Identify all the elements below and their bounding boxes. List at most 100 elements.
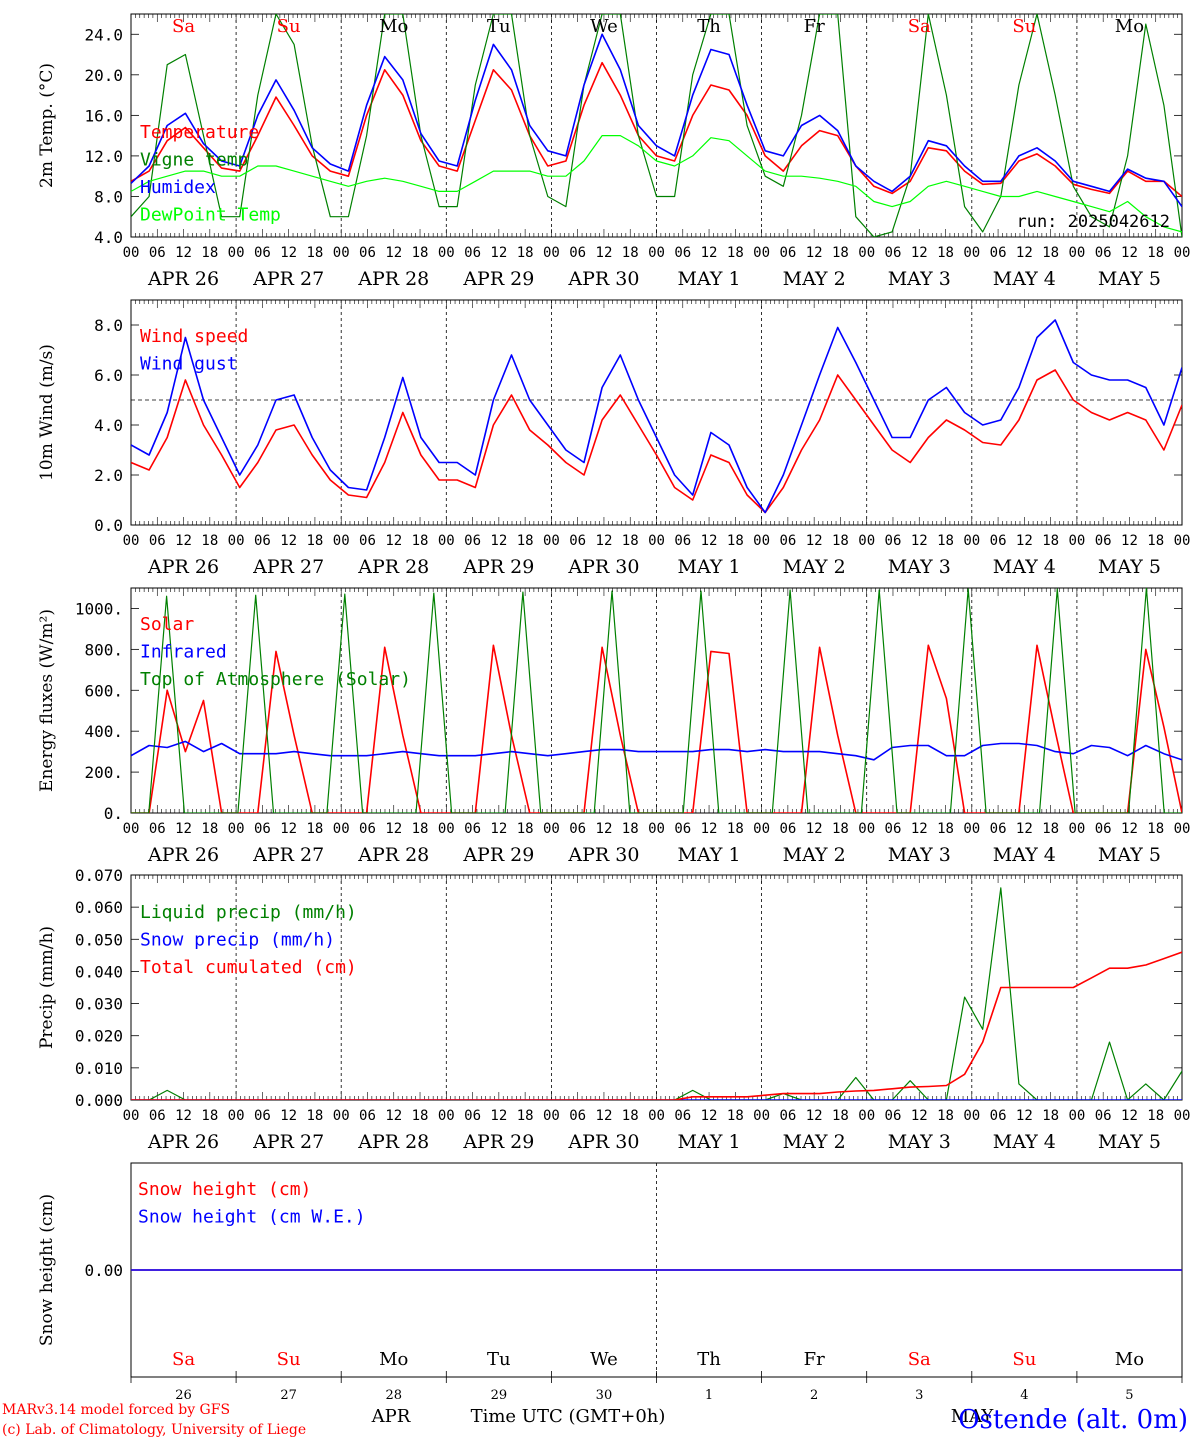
x-hour-label: 18	[832, 245, 849, 261]
x-hour-label: 00	[228, 1108, 245, 1124]
x-date-label: MAY 1	[678, 556, 741, 578]
x-hour-label: 00	[228, 533, 245, 549]
x-hour-label: 12	[596, 1108, 613, 1124]
x-date-label: APR 26	[147, 844, 219, 866]
series-line-humidex	[131, 33, 1182, 208]
x-hour-label: 12	[806, 821, 823, 837]
x-date-label: MAY 5	[1098, 1131, 1161, 1153]
x-hour-label: 06	[359, 533, 376, 549]
x-hour-label: 00	[753, 533, 770, 549]
x-hour-label: 06	[674, 1108, 691, 1124]
x-hour-label: 12	[701, 1108, 718, 1124]
x-hour-label: 18	[412, 821, 429, 837]
y-tick-label: 200.	[84, 763, 123, 782]
weekday-label: Sa	[908, 16, 931, 37]
x-hour-label: 12	[1121, 1108, 1138, 1124]
weekday-label: We	[590, 16, 618, 37]
x-hour-label: 00	[1174, 1108, 1191, 1124]
x-hour-label: 12	[911, 1108, 928, 1124]
x-hour-label: 12	[1016, 1108, 1033, 1124]
x-date-label: MAY 5	[1098, 556, 1161, 578]
x-date-label: APR 26	[147, 556, 219, 578]
x-hour-label: 18	[1042, 1108, 1059, 1124]
weekday-label: We	[590, 1349, 618, 1370]
x-hour-label: 00	[753, 245, 770, 261]
x-hour-label: 18	[727, 245, 744, 261]
weekday-label: Su	[1012, 1349, 1036, 1370]
x-hour-label: 18	[622, 821, 639, 837]
series-line-infrared	[131, 740, 1182, 761]
x-hour-label: 06	[569, 1108, 586, 1124]
x-hour-label: 06	[254, 245, 271, 261]
x-date-label: MAY 1	[678, 844, 741, 866]
x-hour-label: 18	[1042, 533, 1059, 549]
x-hour-label: 00	[963, 245, 980, 261]
x-date-label: APR 27	[252, 844, 324, 866]
y-axis-label: 10m Wind (m/s)	[37, 344, 57, 481]
x-hour-label: 12	[701, 533, 718, 549]
month-label-apr: APR	[371, 1406, 411, 1427]
x-hour-label: 12	[911, 245, 928, 261]
y-tick-label: 0.050	[75, 930, 123, 949]
x-date-label: APR 29	[462, 1131, 534, 1153]
weekday-label: Mo	[379, 16, 408, 37]
y-tick-label: 1000.	[75, 599, 123, 618]
x-hour-label: 18	[412, 533, 429, 549]
x-hour-label: 06	[569, 821, 586, 837]
weekday-label: Th	[697, 1349, 721, 1370]
time-axis-title: Time UTC (GMT+0h)	[471, 1406, 666, 1427]
x-hour-label: 18	[622, 533, 639, 549]
x-hour-label: 06	[1095, 245, 1112, 261]
series-line-vigne-temp	[131, 14, 1182, 237]
x-hour-label: 12	[175, 533, 192, 549]
x-hour-label: 06	[1095, 533, 1112, 549]
x-date-label: MAY 2	[783, 556, 846, 578]
x-hour-label: 18	[412, 1108, 429, 1124]
x-hour-label: 12	[175, 1108, 192, 1124]
x-date-label: MAY 3	[888, 556, 951, 578]
model-credit: MARv3.14 model forced by GFS	[2, 1402, 230, 1418]
x-hour-label: 00	[123, 533, 140, 549]
x-hour-label: 06	[779, 533, 796, 549]
series-line-dewpoint-temp	[131, 135, 1182, 233]
weekday-label: Tu	[487, 16, 511, 37]
y-tick-label: 0.070	[75, 866, 123, 885]
series-line-top-of-atmosphere-solar-	[131, 588, 1182, 813]
x-hour-label: 06	[674, 533, 691, 549]
x-hour-label: 18	[306, 1108, 323, 1124]
x-hour-label: 06	[990, 821, 1007, 837]
x-date-label: APR 28	[357, 844, 429, 866]
weekday-label: Tu	[487, 1349, 511, 1370]
x-hour-label: 00	[1068, 1108, 1085, 1124]
x-hour-label: 18	[727, 821, 744, 837]
x-date-label: APR 28	[357, 1131, 429, 1153]
x-date-label: MAY 4	[993, 268, 1056, 290]
y-tick-label: 0.	[104, 804, 123, 823]
x-hour-label: 12	[701, 245, 718, 261]
station-title: Ostende (alt. 0m)	[958, 1405, 1188, 1435]
y-tick-label: 0.030	[75, 995, 123, 1014]
x-date-label: APR 30	[567, 268, 639, 290]
month-label-may: MAY	[951, 1406, 995, 1427]
legend-entry: Wind speed	[140, 326, 248, 347]
x-hour-label: 06	[779, 821, 796, 837]
y-tick-label: 0.040	[75, 962, 123, 981]
x-hour-label: 12	[701, 821, 718, 837]
x-date-label: MAY 3	[888, 844, 951, 866]
legend-entry: DewPoint Temp	[140, 205, 281, 226]
x-hour-label: 06	[359, 1108, 376, 1124]
y-axis-label: Precip (mm/h)	[37, 926, 57, 1049]
x-date-label: MAY 5	[1098, 844, 1161, 866]
day-number-label: 27	[280, 1388, 297, 1403]
x-hour-label: 00	[543, 245, 560, 261]
x-hour-label: 12	[1016, 533, 1033, 549]
weekday-label: Su	[1012, 16, 1036, 37]
x-hour-label: 12	[280, 245, 297, 261]
x-hour-label: 12	[1016, 821, 1033, 837]
x-hour-label: 12	[1121, 245, 1138, 261]
legend-entry: Total cumulated (cm)	[140, 957, 357, 978]
x-hour-label: 00	[438, 1108, 455, 1124]
panel-frame	[130, 13, 1183, 238]
x-hour-label: 18	[727, 1108, 744, 1124]
